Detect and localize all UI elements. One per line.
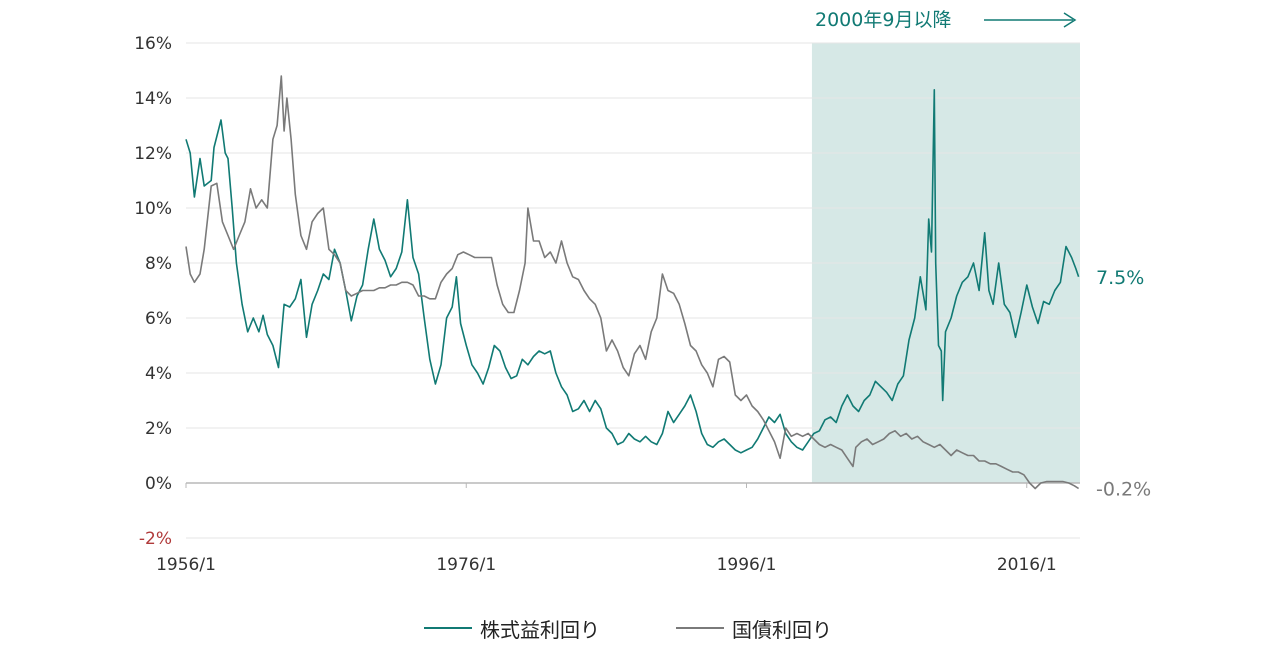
x-tick-label: 1956/1 [156, 555, 216, 575]
y-tick-label: 8% [145, 254, 172, 274]
chart: -2%0%2%4%6%8%10%12%14%16% 1956/1 1976/1 19… [134, 9, 1151, 575]
legend-label: 国債利回り [732, 617, 832, 642]
y-tick-label: -2% [139, 529, 172, 549]
annotation-label: 2000年9月以降 [815, 9, 951, 31]
legend-label: 株式益利回り [480, 617, 600, 642]
y-axis: -2% 0% 2% 4% 6% 8% 10% 12% 14% 16% [134, 34, 172, 549]
series-layer: 7.5% -0.2% [185, 75, 1151, 501]
y-tick-label: 4% [145, 364, 172, 384]
legend-swatch [424, 627, 472, 629]
y-tick-label: 10% [134, 199, 172, 219]
series-line-bond-yield [185, 75, 1080, 490]
y-tick-label: 16% [134, 34, 172, 54]
y-tick-label: 14% [134, 89, 172, 109]
x-axis: 1956/1 1976/1 1996/1 2016/1 [156, 483, 1057, 575]
legend-swatch [676, 627, 724, 629]
legend: 株式益利回り 国債利回り [0, 612, 1280, 644]
gridlines [186, 42, 1080, 539]
y-tick-label: 0% [145, 474, 172, 494]
end-value-label-bond-yield: -0.2% [1096, 479, 1151, 501]
x-tick-label: 1976/1 [436, 555, 496, 575]
legend-item-bond-yield: 国債利回り [676, 612, 832, 644]
y-tick-label: 12% [134, 144, 172, 164]
end-value-label-earnings-yield: 7.5% [1096, 267, 1144, 289]
legend-item-earnings-yield: 株式益利回り [424, 612, 600, 644]
annotation-arrow-head [1063, 12, 1077, 28]
y-tick-label: 2% [145, 419, 172, 439]
series-line-earnings-yield [185, 89, 1080, 454]
annotation-layer: 2000年9月以降 [815, 9, 1077, 31]
y-tick-label: 6% [145, 309, 172, 329]
x-tick-label: 1996/1 [717, 555, 777, 575]
x-tick-label: 2016/1 [997, 555, 1057, 575]
